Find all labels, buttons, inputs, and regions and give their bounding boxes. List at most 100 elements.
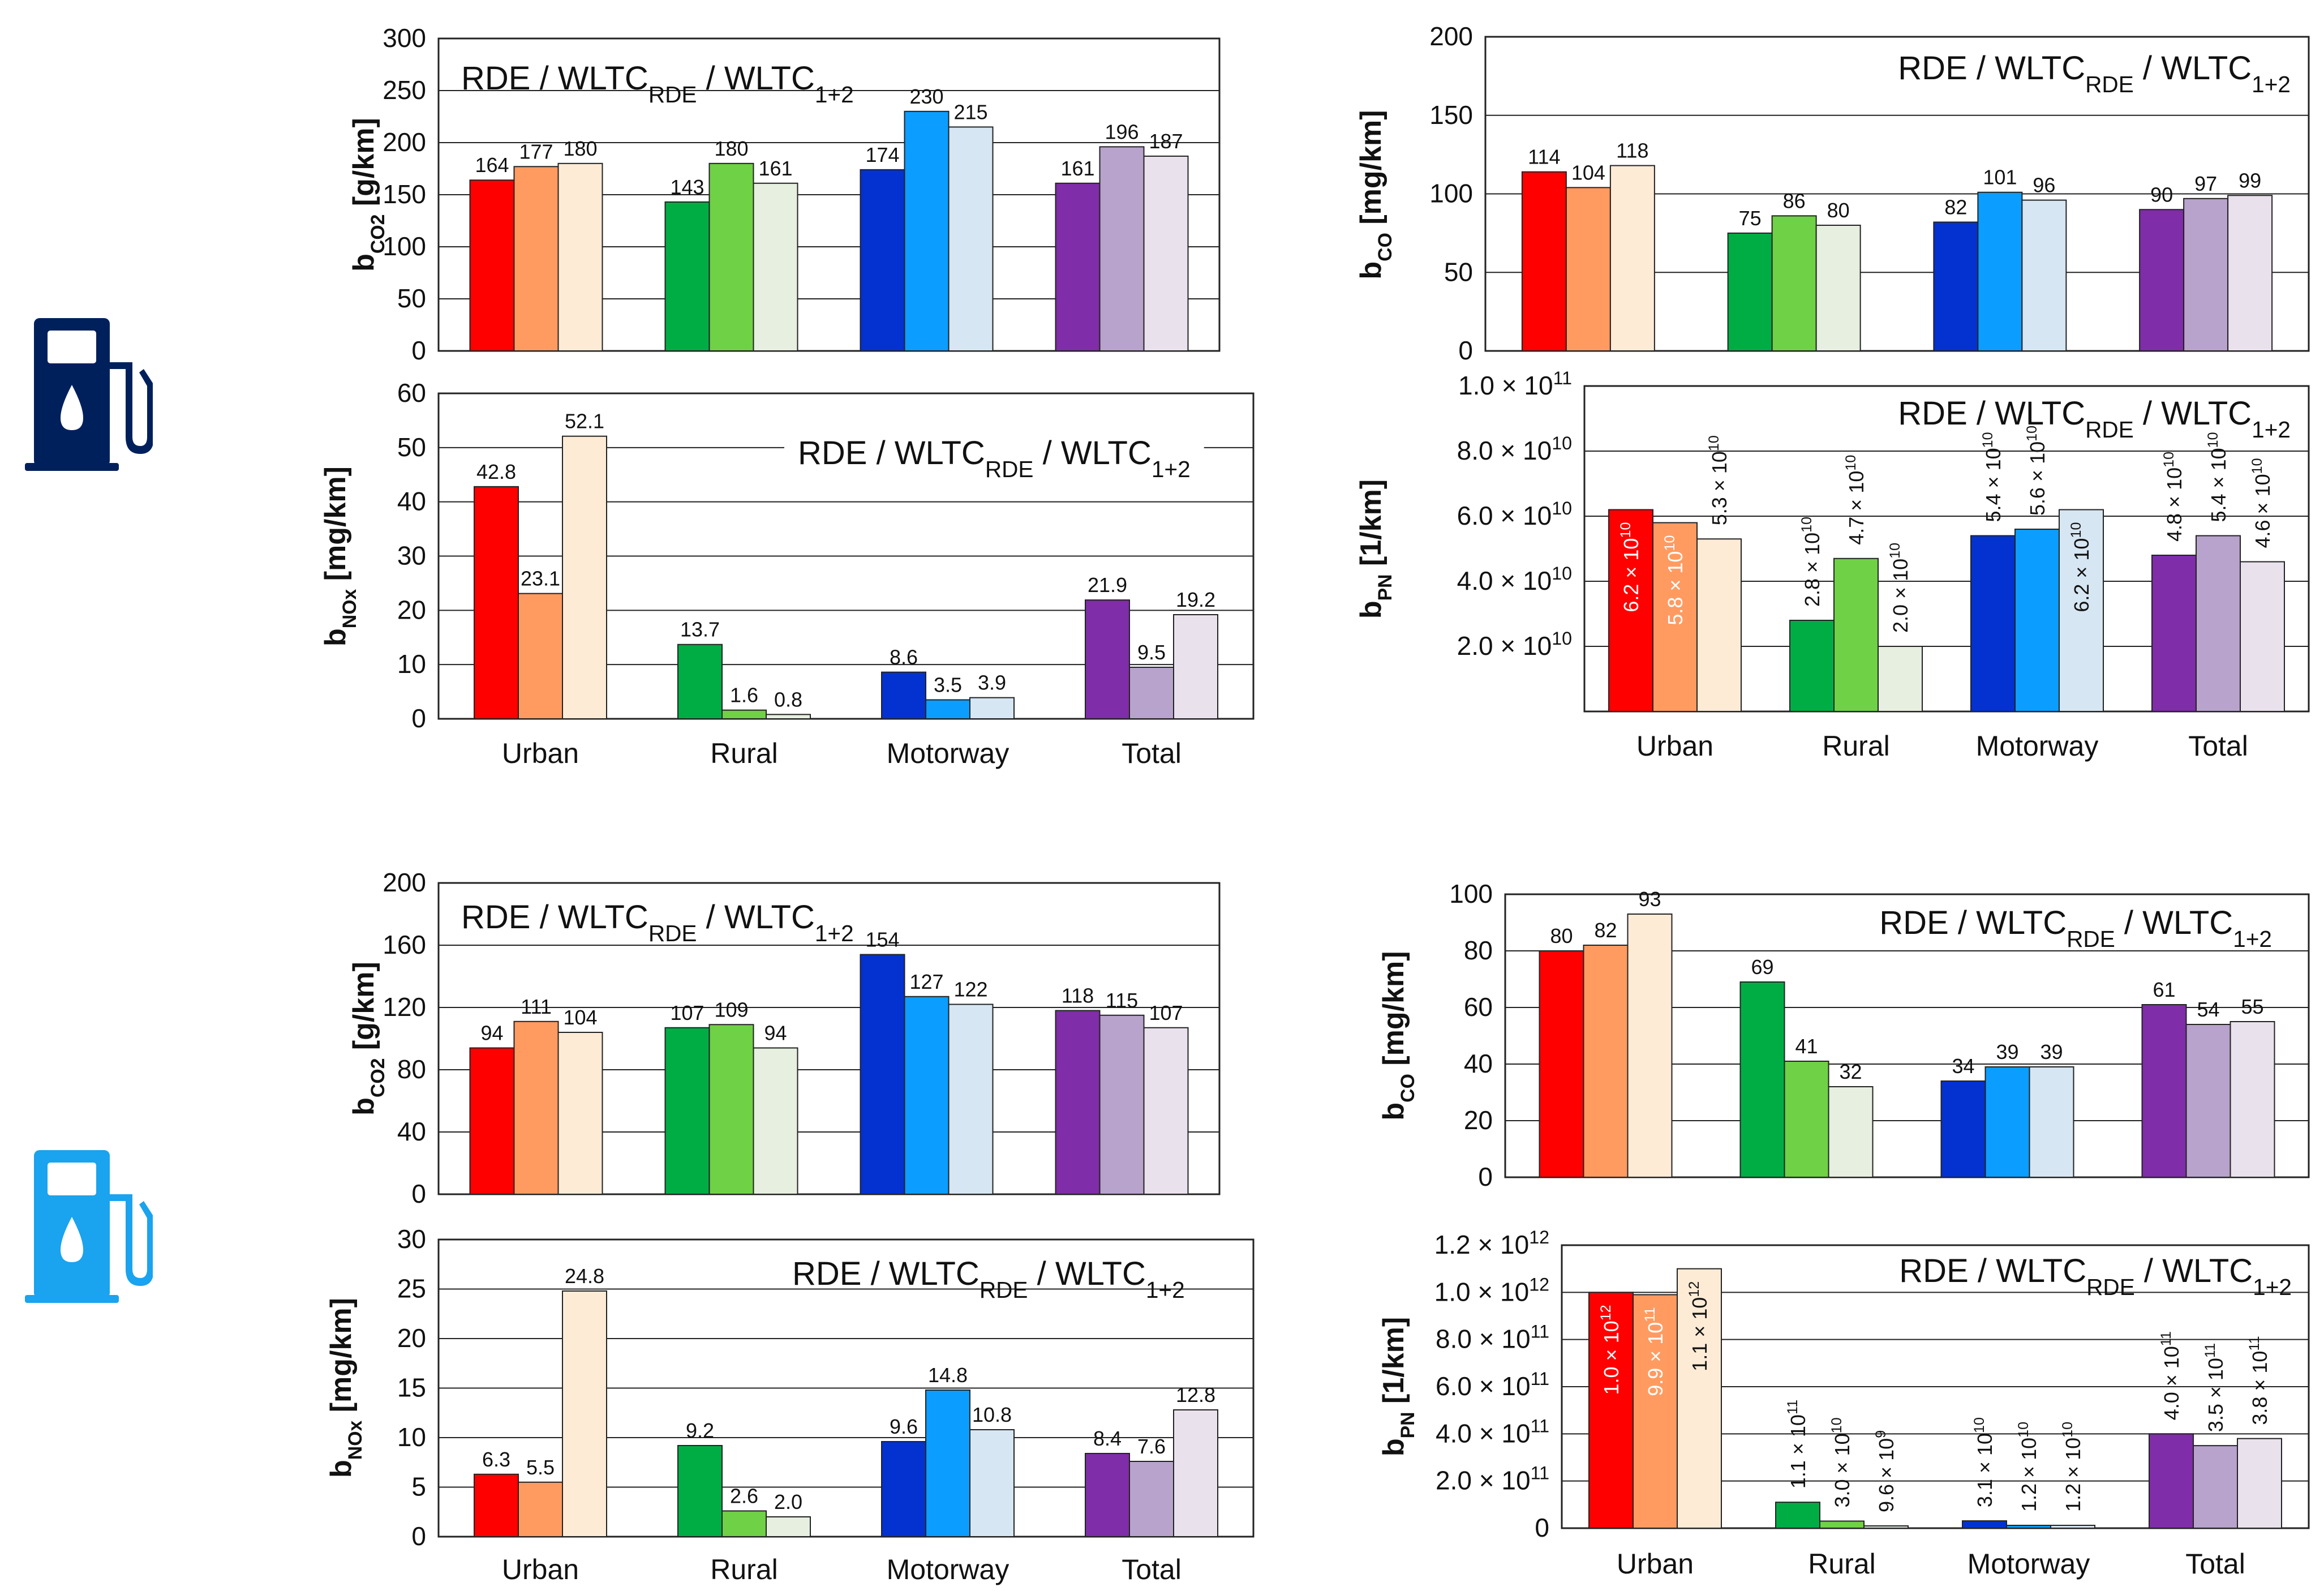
mantissa: 3.0 × 10: [1831, 1433, 1854, 1507]
tick-value: 0: [1478, 1162, 1493, 1191]
bar-rural-3: [766, 714, 811, 720]
exponent: 11: [2246, 1336, 2262, 1350]
y-axis-label: bNOx [mg/km]: [319, 466, 360, 646]
data-label: 86: [1783, 189, 1806, 212]
tick-value: 200: [383, 127, 426, 157]
data-label: 114: [1528, 145, 1560, 169]
y-tick-label: 40: [397, 1117, 426, 1146]
data-label: 0.8: [774, 688, 802, 711]
bar-urban-1: [1521, 171, 1567, 351]
ylabel-unit: [mg/km]: [319, 466, 352, 589]
y-tick-label: 5: [411, 1472, 426, 1502]
data-label: 3.1 × 1010: [1971, 1417, 1996, 1507]
bar-rural-1: [1727, 232, 1773, 351]
mantissa: 5.4 × 10: [1982, 448, 2005, 522]
bar-motorway-1: [1970, 535, 2016, 712]
ylabel-sub: CO2: [367, 215, 389, 254]
data-label: 174: [865, 143, 899, 166]
y-tick-label: 100: [1449, 879, 1493, 908]
data-label: 1.0 × 1012: [1598, 1305, 1623, 1395]
x-category-label: Urban: [502, 737, 579, 769]
y-tick-label: 10: [397, 649, 426, 679]
data-label: 41: [1795, 1035, 1818, 1058]
tick-value: 150: [1429, 100, 1473, 130]
data-label: 1.2 × 1010: [2060, 1422, 2085, 1512]
ylabel-sub: PN: [1397, 1412, 1419, 1438]
ylabel-sub: NOx: [345, 1421, 366, 1460]
data-label: 34: [1952, 1054, 1974, 1078]
data-label: 4.6 × 1010: [2249, 458, 2274, 548]
tick-value: 160: [383, 930, 426, 959]
data-label: 107: [1149, 1001, 1183, 1024]
exponent: 11: [1531, 1322, 1549, 1342]
data-label: 161: [758, 157, 792, 180]
y-tick-label: 2.0 × 1010: [1457, 628, 1572, 661]
tick-value: 80: [1464, 936, 1493, 965]
data-label: 161: [1060, 157, 1094, 180]
bar-urban-3: [562, 435, 607, 719]
mantissa: 6.2 × 10: [1620, 538, 1643, 612]
y-axis-label: bPN [1/km]: [1377, 1317, 1419, 1456]
legend-sub-12: 1+2: [2252, 417, 2291, 443]
tick-value: 120: [383, 992, 426, 1022]
legend-label: RDE / WLTCRDE / WLTC1+2: [1899, 1253, 2292, 1300]
legend-label: RDE / WLTCRDE / WLTC1+2: [1898, 395, 2291, 443]
y-tick-label: 250: [383, 75, 426, 105]
data-label: 7.6: [1137, 1435, 1166, 1458]
exponent: 10: [2161, 452, 2177, 468]
y-tick-label: 100: [1429, 179, 1473, 208]
bar-rural-1: [677, 644, 723, 720]
y-axis-label: bCO [mg/km]: [1355, 110, 1396, 279]
data-label: 24.8: [565, 1264, 604, 1288]
legend-main: RDE / WLTC: [798, 435, 985, 471]
bar-urban-1: [1539, 950, 1584, 1178]
data-label: 4.8 × 1010: [2161, 452, 2186, 542]
mantissa: 9.6 × 10: [1875, 1438, 1898, 1512]
exponent: 10: [2016, 1422, 2031, 1438]
data-label: 99: [2239, 169, 2261, 192]
y-tick-label: 0: [411, 336, 426, 365]
data-label: 1.1 × 1011: [1785, 1400, 1810, 1489]
bar-total-1: [2141, 1004, 2187, 1178]
bar-motorway-3: [948, 1004, 994, 1195]
y-tick-label: 4.0 × 1010: [1457, 563, 1572, 595]
fuel-drop-icon: [61, 385, 83, 430]
data-label: 230: [909, 85, 943, 108]
data-label: 80: [1827, 199, 1850, 222]
mantissa: 3.8 × 10: [2248, 1351, 2271, 1425]
mantissa: 5.6 × 10: [2026, 441, 2049, 516]
data-label: 1.2 × 1010: [2016, 1422, 2041, 1512]
y-tick-label: 1.2 × 1012: [1434, 1227, 1549, 1259]
y-tick-label: 0: [1458, 336, 1473, 365]
data-label: 4.7 × 1010: [1843, 455, 1868, 545]
x-category-label: Motorway: [887, 737, 1009, 769]
tick-value: 100: [1449, 879, 1493, 908]
exponent: 10: [1552, 628, 1572, 649]
tick-value: 150: [383, 179, 426, 209]
data-label: 8.6: [890, 646, 918, 669]
data-label: 5.3 × 1010: [1706, 435, 1731, 525]
exponent: 11: [1642, 1307, 1658, 1322]
mantissa: 1.2 × 10: [2061, 1438, 2085, 1512]
x-category-label: Total: [1122, 737, 1182, 769]
data-label: 42.8: [476, 460, 516, 483]
y-tick-label: 0: [411, 704, 426, 733]
y-tick-label: 20: [397, 595, 426, 624]
data-label: 215: [953, 100, 987, 123]
legend-sub-12: 1+2: [815, 920, 854, 946]
y-tick-label: 100: [383, 231, 426, 261]
bar-rural-1: [1789, 620, 1835, 712]
data-label: 97: [2194, 172, 2217, 195]
bar-urban-2: [1652, 522, 1698, 712]
y-tick-label: 80: [397, 1054, 426, 1084]
data-label: 55: [2241, 995, 2263, 1018]
data-label: 3.8 × 1011: [2246, 1336, 2271, 1425]
data-label: 101: [1983, 166, 2017, 189]
bar-urban-3: [557, 1032, 603, 1195]
bar-motorway-2: [904, 996, 950, 1195]
ylabel-unit: [mg/km]: [1355, 110, 1387, 233]
mantissa: 2.0 × 10: [1436, 1466, 1531, 1495]
data-label: 180: [714, 137, 748, 160]
y-axis-label: bCO2 [g/km]: [347, 962, 389, 1116]
fuel-pump-icon: [25, 318, 153, 471]
